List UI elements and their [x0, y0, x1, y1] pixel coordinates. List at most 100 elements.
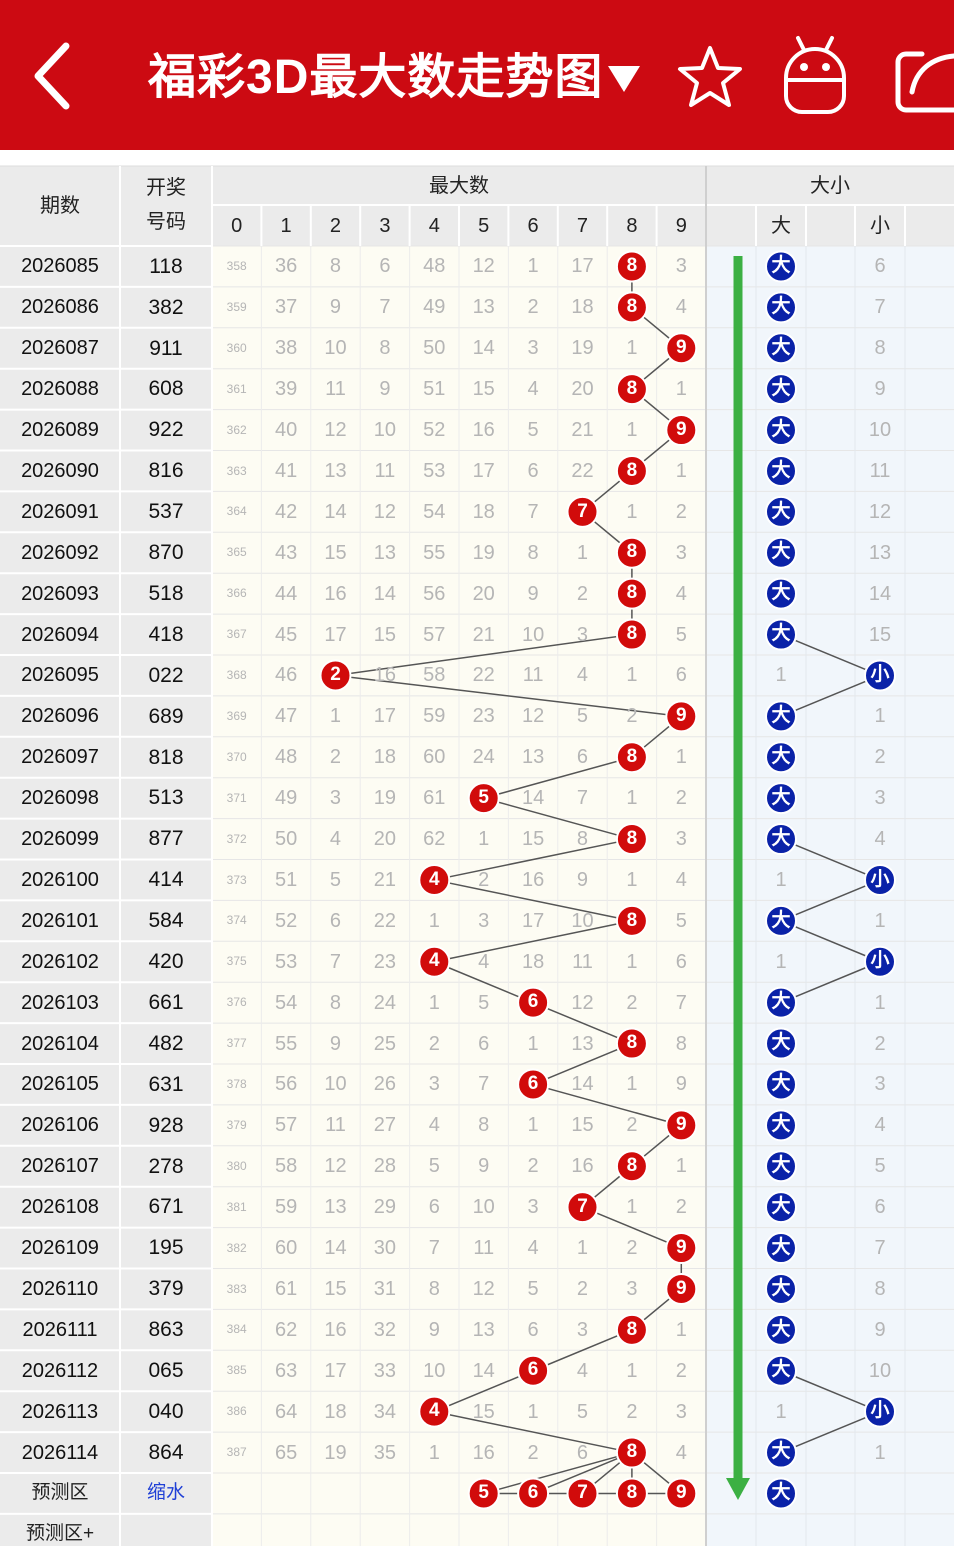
- page-title[interactable]: 福彩3D最大数走势图: [148, 51, 604, 104]
- miss-count: 2: [576, 582, 589, 605]
- miss-count: 10: [472, 1196, 495, 1219]
- period-cell: 2026110: [21, 1277, 99, 1300]
- max-digit-ball-label: 5: [478, 786, 489, 808]
- small-miss-count: 2: [874, 1032, 886, 1055]
- size-big-ball-label: 大: [771, 705, 791, 727]
- max-digit-ball-label: 9: [676, 1277, 687, 1299]
- miss-count: 7: [329, 950, 342, 973]
- miss-count: 43: [274, 541, 298, 564]
- max-digit-ball: [418, 863, 451, 896]
- draw-code-cell: 118: [149, 254, 183, 278]
- miss-count: 22: [472, 664, 495, 687]
- draw-code-cell: 414: [148, 868, 184, 892]
- chevron-left-icon[interactable]: [30, 40, 80, 112]
- draw-code-cell: 911: [149, 336, 183, 360]
- miss-count: 15: [521, 828, 545, 851]
- miss-count: 5: [675, 623, 687, 646]
- period-cell: 2026091: [21, 500, 99, 523]
- miss-count: 363: [226, 463, 247, 478]
- size-trend-line: [780, 1370, 881, 1413]
- size-big-ball: [765, 1027, 797, 1060]
- size-big-ball-label: 大: [771, 1032, 791, 1054]
- size-big-ball: [765, 1109, 797, 1142]
- digit-header-2: 2: [329, 214, 342, 237]
- max-trend-line: [335, 674, 682, 718]
- miss-count: 4: [478, 950, 490, 973]
- miss-count: 2: [675, 1196, 687, 1219]
- miss-count: 9: [329, 296, 342, 319]
- miss-count: 26: [373, 1073, 396, 1096]
- app-header: 福彩3D最大数走势图: [0, 0, 954, 150]
- robot-icon[interactable]: [780, 34, 850, 116]
- size-big-ball-label: 大: [771, 541, 791, 563]
- miss-count: 5: [576, 1400, 589, 1423]
- miss-count: 12: [472, 1277, 495, 1300]
- draw-code-cell: 420: [148, 950, 184, 974]
- miss-count: 27: [373, 1114, 396, 1137]
- miss-count: 17: [521, 909, 545, 932]
- prediction-size-label[interactable]: 大: [771, 1482, 791, 1504]
- size-big-ball: [765, 1313, 797, 1346]
- draw-code-cell: 482: [148, 1031, 184, 1055]
- prediction-ball-label[interactable]: 6: [527, 1482, 539, 1504]
- miss-count: 372: [226, 831, 247, 846]
- max-digit-ball: [615, 904, 648, 937]
- max-digit-ball: [665, 332, 698, 365]
- miss-count: 28: [373, 1155, 396, 1178]
- prediction-ball-label[interactable]: 9: [676, 1482, 687, 1504]
- miss-count: 385: [226, 1363, 247, 1378]
- prediction-plus-label[interactable]: 预测区+: [25, 1522, 95, 1544]
- miss-count: 11: [325, 378, 346, 401]
- small-miss-count: 14: [868, 582, 892, 605]
- draw-code-cell: 518: [148, 581, 184, 605]
- miss-count: 42: [274, 500, 298, 523]
- max-digit-ball: [615, 1027, 648, 1060]
- miss-count: 4: [675, 1441, 687, 1464]
- miss-count: 16: [472, 1441, 495, 1464]
- prediction-size-ball: [765, 1477, 797, 1510]
- miss-count: 5: [428, 1155, 440, 1178]
- miss-count: 55: [423, 541, 446, 564]
- prediction-ball-label[interactable]: 8: [626, 1482, 638, 1504]
- size-big-ball: [765, 536, 797, 569]
- miss-count: 6: [379, 255, 391, 278]
- size-big-ball: [765, 1150, 797, 1183]
- share-icon[interactable]: [892, 40, 954, 114]
- max-digit-ball-label: 9: [676, 418, 687, 440]
- max-digit-ball-label: 8: [626, 1318, 638, 1340]
- period-cell: 2026108: [21, 1196, 99, 1219]
- miss-count: 14: [571, 1073, 594, 1096]
- star-outline-icon[interactable]: [676, 44, 744, 110]
- miss-count: 21: [373, 868, 396, 891]
- period-cell: 2026102: [21, 950, 99, 973]
- period-cell: 2026106: [21, 1114, 99, 1137]
- period-cell: 2026100: [21, 868, 99, 891]
- period-cell: 2026089: [21, 419, 99, 442]
- miss-count: 57: [423, 623, 446, 646]
- draw-code-cell: 278: [148, 1154, 184, 1178]
- size-big-ball-label: 大: [771, 745, 791, 767]
- draw-code-cell: 864: [148, 1440, 184, 1464]
- prediction-ball-label[interactable]: 5: [478, 1482, 489, 1504]
- prediction-ball-label[interactable]: 7: [577, 1482, 588, 1504]
- miss-count: 17: [324, 623, 347, 646]
- period-cell: 2026096: [21, 705, 99, 728]
- miss-count: 14: [472, 337, 495, 360]
- size-small-ball-label: 小: [870, 868, 890, 890]
- shrink-link[interactable]: 缩水: [146, 1482, 185, 1504]
- max-trend-line: [483, 756, 633, 799]
- miss-count: 13: [373, 541, 396, 564]
- digit-header-4: 4: [428, 214, 440, 237]
- triangle-down-icon[interactable]: [604, 58, 644, 98]
- period-cell: 2026097: [21, 746, 99, 769]
- size-big-ball: [765, 1068, 797, 1101]
- miss-count: 8: [478, 1114, 490, 1137]
- draw-code-cell: 661: [148, 990, 184, 1014]
- prediction-ball: [615, 1477, 648, 1510]
- miss-count: 15: [472, 1400, 495, 1423]
- miss-count: 2: [478, 868, 490, 891]
- miss-count: 17: [571, 255, 594, 278]
- miss-count: 370: [226, 749, 247, 764]
- period-cell: 2026092: [21, 541, 99, 564]
- digit-header-0: 0: [231, 214, 243, 237]
